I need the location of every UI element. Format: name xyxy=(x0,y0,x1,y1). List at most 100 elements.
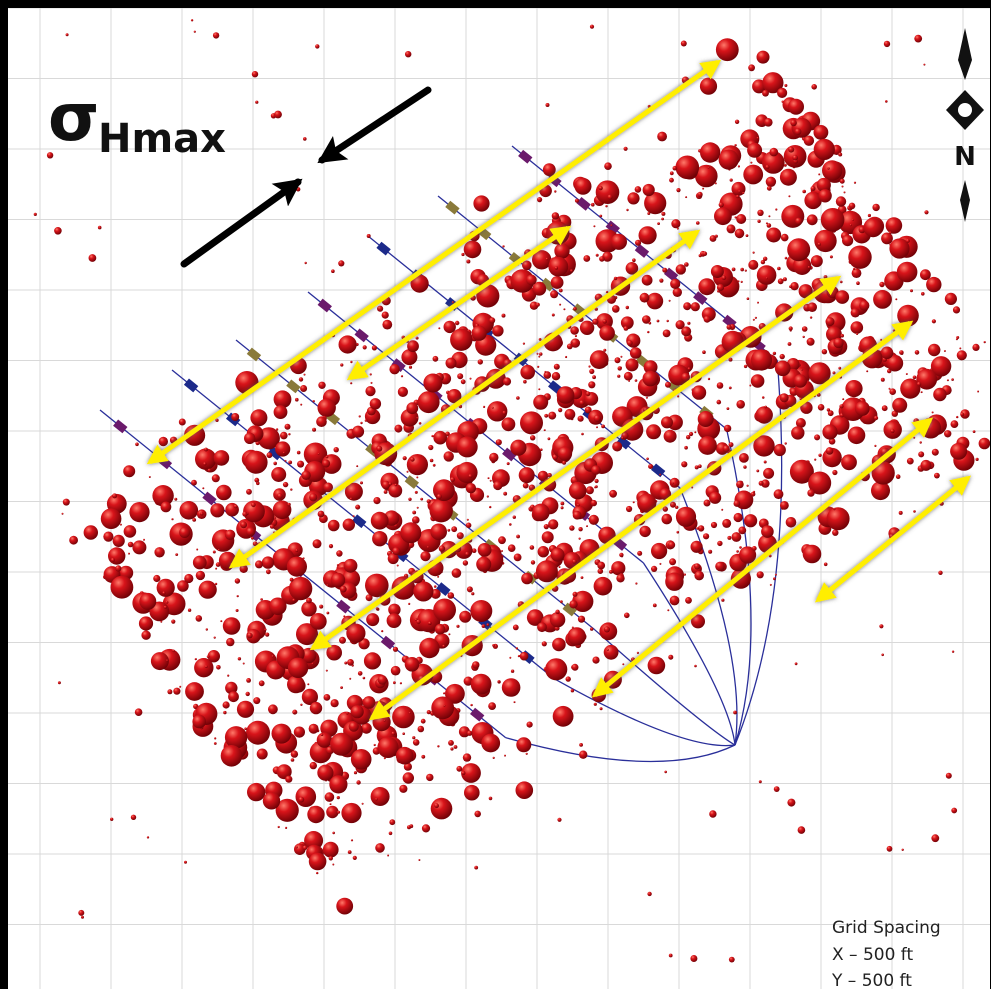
event xyxy=(559,566,561,568)
event xyxy=(913,437,915,439)
event xyxy=(301,471,310,480)
event xyxy=(848,427,866,445)
event xyxy=(84,525,98,539)
event xyxy=(892,398,907,413)
event xyxy=(563,308,565,310)
event xyxy=(172,650,175,653)
event xyxy=(811,186,816,191)
event xyxy=(734,144,736,146)
event xyxy=(688,367,691,370)
event xyxy=(154,547,164,557)
event xyxy=(788,99,804,115)
event xyxy=(214,737,216,739)
event xyxy=(698,436,717,455)
event xyxy=(227,675,229,677)
event xyxy=(700,142,720,162)
event xyxy=(643,371,659,387)
event xyxy=(81,916,84,919)
event xyxy=(762,396,765,399)
event xyxy=(750,162,752,164)
event xyxy=(565,409,576,420)
event xyxy=(231,413,239,421)
legend-title: Grid Spacing xyxy=(832,918,941,938)
event xyxy=(663,506,668,511)
event xyxy=(526,753,528,755)
event xyxy=(447,529,450,532)
event xyxy=(657,132,667,142)
event xyxy=(492,325,503,336)
event xyxy=(902,849,904,851)
event xyxy=(569,482,587,500)
event xyxy=(128,553,130,555)
event xyxy=(245,451,268,474)
event xyxy=(383,720,385,722)
event xyxy=(727,325,732,330)
event xyxy=(339,637,346,644)
event xyxy=(443,692,445,694)
event xyxy=(372,345,377,350)
event xyxy=(814,434,820,440)
event xyxy=(659,474,661,476)
event xyxy=(382,320,392,330)
event xyxy=(736,550,739,553)
event xyxy=(544,414,548,418)
event xyxy=(933,388,946,401)
event xyxy=(775,361,791,377)
event xyxy=(448,633,450,635)
event xyxy=(439,545,445,551)
event xyxy=(743,465,746,468)
event xyxy=(775,574,777,576)
event xyxy=(433,479,455,501)
event xyxy=(196,549,198,551)
event xyxy=(427,710,431,714)
event xyxy=(885,100,888,103)
event xyxy=(675,506,678,509)
event xyxy=(446,358,457,369)
event xyxy=(747,485,749,487)
event xyxy=(553,706,574,727)
event xyxy=(276,428,278,430)
event xyxy=(841,454,857,470)
event xyxy=(618,366,622,370)
event xyxy=(570,269,573,272)
event xyxy=(139,616,153,630)
event xyxy=(548,257,568,277)
event xyxy=(932,449,939,456)
event xyxy=(889,388,896,395)
event xyxy=(671,482,673,484)
event xyxy=(295,549,298,552)
event xyxy=(578,416,584,422)
event xyxy=(223,701,230,708)
event xyxy=(766,277,768,279)
event xyxy=(924,210,928,214)
event xyxy=(670,171,674,175)
event xyxy=(329,775,347,793)
event xyxy=(435,624,446,635)
event xyxy=(195,448,216,469)
event xyxy=(420,498,423,501)
event xyxy=(300,704,302,706)
event xyxy=(489,317,495,323)
event xyxy=(690,955,697,962)
event xyxy=(421,755,425,759)
event xyxy=(632,258,636,262)
event xyxy=(717,284,724,291)
event xyxy=(321,733,324,736)
event xyxy=(407,825,411,829)
event xyxy=(646,397,648,399)
event xyxy=(906,373,908,375)
event xyxy=(268,704,278,714)
event xyxy=(487,495,489,497)
event xyxy=(492,644,495,647)
event xyxy=(864,218,883,237)
event xyxy=(367,234,371,238)
event xyxy=(503,377,511,385)
event xyxy=(389,832,393,836)
event xyxy=(180,501,199,520)
event xyxy=(464,241,482,259)
event xyxy=(736,195,739,198)
event xyxy=(443,705,445,707)
event xyxy=(457,373,463,379)
event xyxy=(375,843,385,853)
event xyxy=(596,180,620,204)
